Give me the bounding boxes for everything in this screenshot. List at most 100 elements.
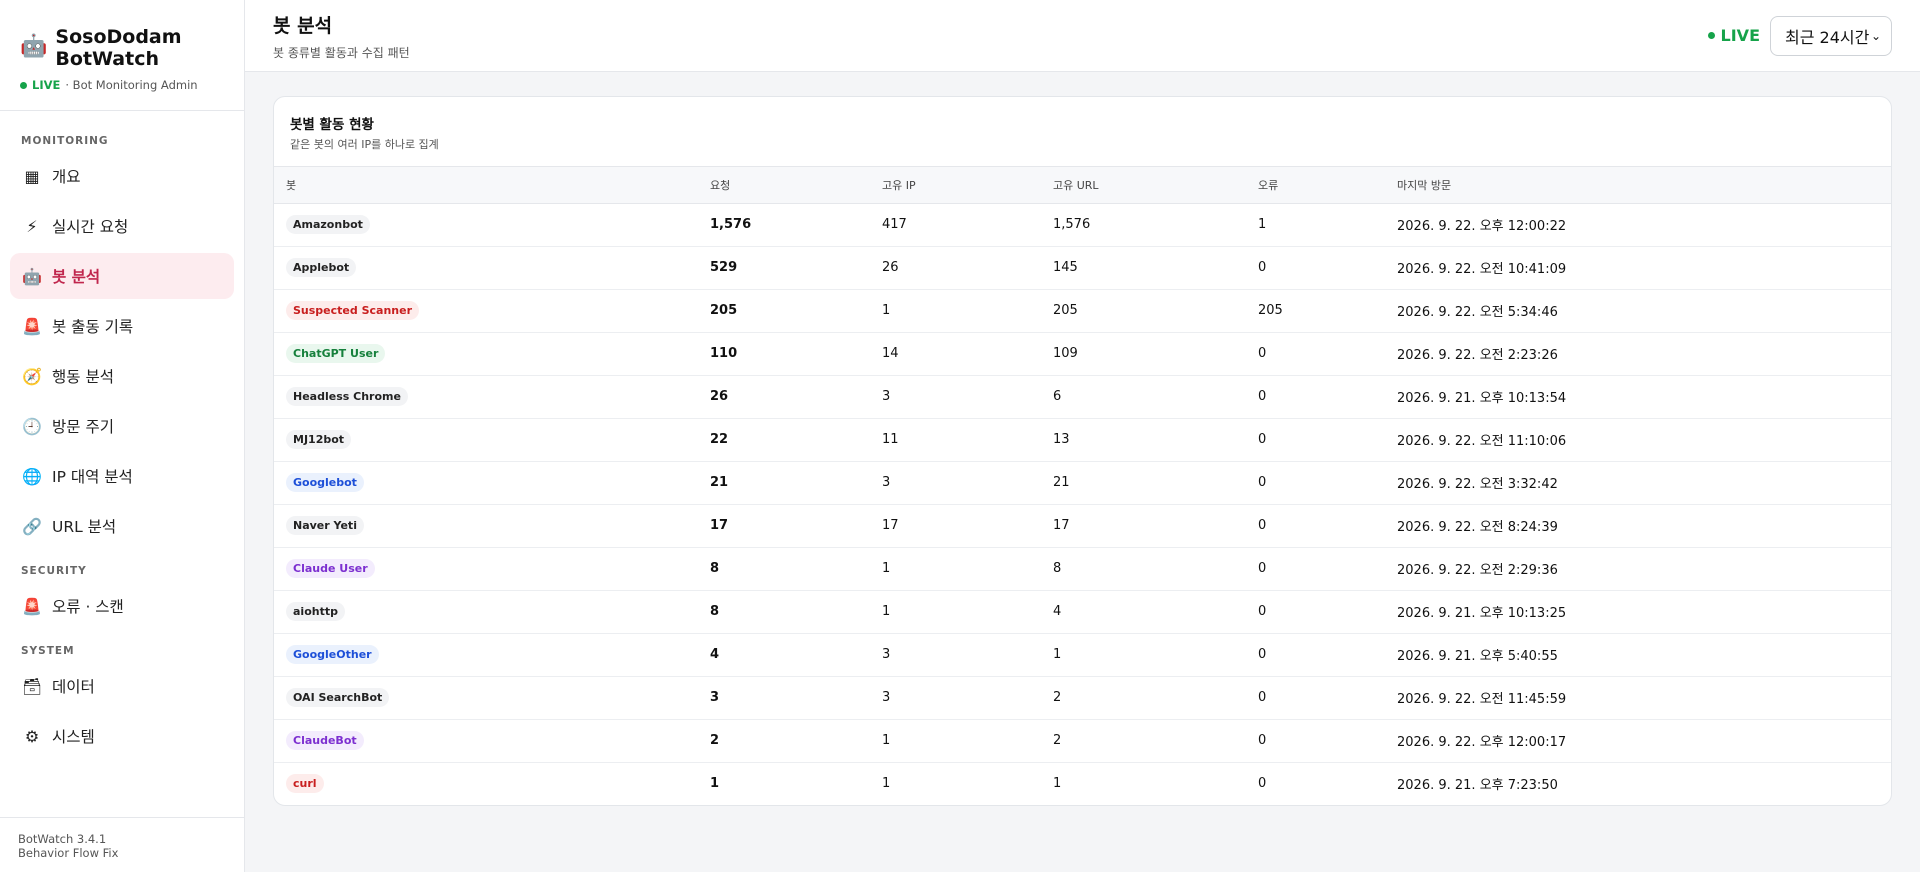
table-row[interactable]: Applebot 529 26 145 0 2026. 9. 22. 오전 10:41:0… xyxy=(274,246,1891,290)
sidebar-item-url-analysis[interactable]: 🔗 URL 분석 xyxy=(10,503,234,549)
sidebar-item-visit-cycle[interactable]: 🕘 방문 주기 xyxy=(10,403,234,449)
sidebar-item-errors-scan[interactable]: 🚨 오류 · 스캔 xyxy=(10,583,234,629)
bot-badge: Headless Chrome xyxy=(286,387,408,406)
errors-cell: 1 xyxy=(1246,203,1385,247)
bot-badge: ClaudeBot xyxy=(286,731,364,750)
table-row[interactable]: Suspected Scanner 205 1 205 205 2026. 9. 22. … xyxy=(274,289,1891,333)
sidebar-footer: BotWatch 3.4.1 Behavior Flow Fix xyxy=(0,817,244,872)
compass-icon: 🧭 xyxy=(22,366,42,386)
errors-cell: 0 xyxy=(1246,676,1385,720)
last-visit-cell: 2026. 9. 22. 오전 2:29:36 xyxy=(1385,547,1891,591)
last-visit-cell: 2026. 9. 22. 오후 12:00:22 xyxy=(1385,203,1891,247)
bot-cell: Amazonbot xyxy=(274,203,698,247)
table-row[interactable]: GoogleOther 4 3 1 0 2026. 9. 21. 오후 5:40:55 xyxy=(274,633,1891,677)
section-label-security: SECURITY xyxy=(21,565,87,577)
unique-ip-cell: 3 xyxy=(870,461,1041,505)
last-visit-cell: 2026. 9. 22. 오전 2:23:26 xyxy=(1385,332,1891,376)
table-row[interactable]: aiohttp 8 1 4 0 2026. 9. 21. 오후 10:13:25 xyxy=(274,590,1891,634)
unique-ip-cell: 26 xyxy=(870,246,1041,290)
brand: 🤖 SosoDodam BotWatch LIVE · Bot Monitori… xyxy=(0,0,244,111)
errors-cell: 0 xyxy=(1246,246,1385,290)
requests-cell: 3 xyxy=(698,676,870,720)
bot-badge: Googlebot xyxy=(286,473,364,492)
bot-cell: aiohttp xyxy=(274,590,698,634)
unique-ip-cell: 417 xyxy=(870,203,1041,247)
unique-url-cell: 145 xyxy=(1041,246,1246,290)
column-header-errors[interactable]: 오류 xyxy=(1246,167,1385,204)
table-row[interactable]: ClaudeBot 2 1 2 0 2026. 9. 22. 오후 12:00:17 xyxy=(274,719,1891,763)
sidebar-item-label: 개요 xyxy=(52,168,81,186)
last-visit-cell: 2026. 9. 22. 오전 8:24:39 xyxy=(1385,504,1891,548)
live-indicator: LIVE xyxy=(1707,26,1760,45)
unique-ip-cell: 1 xyxy=(870,719,1041,763)
table-row[interactable]: Naver Yeti 17 17 17 0 2026. 9. 22. 오전 8:24:39 xyxy=(274,504,1891,548)
sidebar-item-realtime-requests[interactable]: ⚡ 실시간 요청 xyxy=(10,203,234,249)
sidebar-item-bot-dispatch-log[interactable]: 🚨 봇 출동 기록 xyxy=(10,303,234,349)
time-range-value: 최근 24시간 xyxy=(1785,27,1870,47)
table-row[interactable]: OAI SearchBot 3 3 2 0 2026. 9. 22. 오전 11:45:5… xyxy=(274,676,1891,720)
live-label: LIVE xyxy=(1720,26,1760,45)
table-row[interactable]: Amazonbot 1,576 417 1,576 1 2026. 9. 22. 오후 1… xyxy=(274,203,1891,247)
sidebar-item-label: 시스템 xyxy=(52,728,95,746)
sidebar-item-label: 데이터 xyxy=(52,678,95,696)
unique-url-cell: 8 xyxy=(1041,547,1246,591)
sidebar-item-label: 방문 주기 xyxy=(52,418,114,436)
column-header-bot[interactable]: 봇 xyxy=(274,167,698,204)
card-title: 봇별 활동 현황 xyxy=(290,117,374,133)
table-row[interactable]: Headless Chrome 26 3 6 0 2026. 9. 21. 오후 10:1… xyxy=(274,375,1891,419)
section-label-system: SYSTEM xyxy=(21,645,75,657)
brand-subtitle: LIVE · Bot Monitoring Admin xyxy=(20,78,224,92)
requests-cell: 529 xyxy=(698,246,870,290)
sidebar-item-system[interactable]: ⚙ 시스템 xyxy=(10,713,234,759)
last-visit-cell: 2026. 9. 21. 오후 5:40:55 xyxy=(1385,633,1891,677)
errors-cell: 0 xyxy=(1246,375,1385,419)
requests-cell: 8 xyxy=(698,547,870,591)
bot-badge: MJ12bot xyxy=(286,430,352,449)
table-row[interactable]: ChatGPT User 110 14 109 0 2026. 9. 22. 오전 2:2… xyxy=(274,332,1891,376)
column-header-requests[interactable]: 요청 xyxy=(698,167,870,204)
sidebar-item-data[interactable]: 🗃 데이터 xyxy=(10,663,234,709)
sidebar-item-bot-analysis[interactable]: 🤖 봇 분석 xyxy=(10,253,234,299)
unique-ip-cell: 17 xyxy=(870,504,1041,548)
table-row[interactable]: Googlebot 21 3 21 0 2026. 9. 22. 오전 3:32:42 xyxy=(274,461,1891,505)
errors-cell: 0 xyxy=(1246,633,1385,677)
bot-badge: curl xyxy=(286,774,324,794)
table-row[interactable]: Claude User 8 1 8 0 2026. 9. 22. 오전 2:29:36 xyxy=(274,547,1891,591)
errors-cell: 0 xyxy=(1246,332,1385,376)
siren-icon: 🚨 xyxy=(22,596,42,616)
bot-badge: aiohttp xyxy=(286,602,345,621)
bot-badge: Claude User xyxy=(286,559,375,578)
column-header-unique-ip[interactable]: 고유 IP xyxy=(870,167,1041,204)
bot-cell: Applebot xyxy=(274,246,698,290)
chevron-down-icon: ⌄ xyxy=(1870,28,1881,43)
unique-ip-cell: 1 xyxy=(882,776,891,792)
card-subtitle: 같은 봇의 여러 IP를 하나로 집계 xyxy=(290,138,439,151)
sidebar-item-behavior-analysis[interactable]: 🧭 행동 분석 xyxy=(10,353,234,399)
unique-ip-cell: 3 xyxy=(870,676,1041,720)
robot-icon: 🤖 xyxy=(20,34,48,59)
unique-url-cell: 1 xyxy=(1041,633,1246,677)
bot-cell: OAI SearchBot xyxy=(274,676,698,720)
bot-cell: Naver Yeti xyxy=(274,504,698,548)
column-header-unique-url[interactable]: 고유 URL xyxy=(1041,167,1246,204)
requests-cell: 22 xyxy=(698,418,870,462)
unique-url-cell: 6 xyxy=(1041,375,1246,419)
sidebar-item-ip-range-analysis[interactable]: 🌐 IP 대역 분석 xyxy=(10,453,234,499)
gear-icon: ⚙ xyxy=(24,726,40,746)
time-range-select[interactable]: 최근 24시간 ⌄ xyxy=(1770,15,1892,56)
last-visit-cell: 2026. 9. 21. 오후 7:23:50 xyxy=(1397,778,1558,794)
column-header-last-visit[interactable]: 마지막 방문 xyxy=(1385,167,1891,204)
bot-badge: ChatGPT User xyxy=(286,344,386,363)
unique-url-cell: 4 xyxy=(1041,590,1246,634)
requests-cell: 4 xyxy=(698,633,870,677)
errors-cell: 0 xyxy=(1246,719,1385,763)
unique-url-cell: 2 xyxy=(1041,719,1246,763)
live-dot-icon xyxy=(1707,32,1715,39)
table-row[interactable]: MJ12bot 22 11 13 0 2026. 9. 22. 오전 11:10:06 xyxy=(274,418,1891,462)
brand-tagline: · Bot Monitoring Admin xyxy=(65,78,198,92)
table-row[interactable]: curl 1 1 1 0 2026. 9. 21. 오후 7:23:50 xyxy=(274,762,1891,805)
sidebar-item-overview[interactable]: ▦ 개요 xyxy=(10,153,234,199)
page-title: 봇 분석 xyxy=(273,14,333,37)
card-header: 봇별 활동 현황 같은 봇의 여러 IP를 하나로 집계 xyxy=(274,97,1891,167)
bot-cell: curl xyxy=(274,762,698,805)
